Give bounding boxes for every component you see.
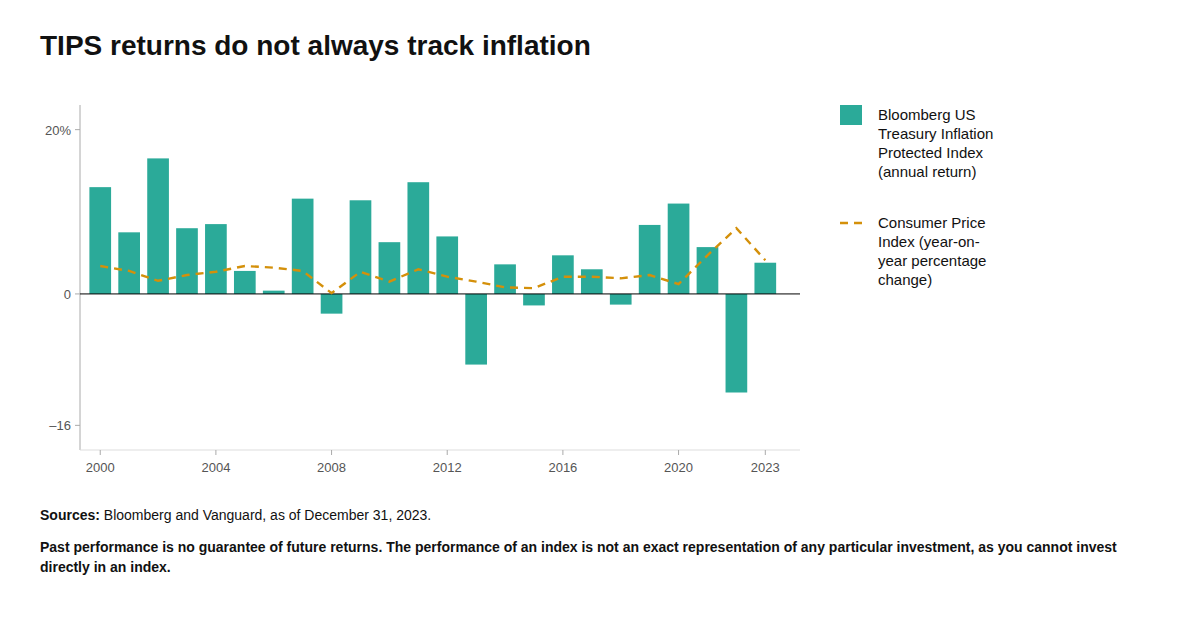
chart: TIPS returns do not always track inflati… <box>0 0 1200 627</box>
legend-swatch <box>840 105 862 125</box>
x-tick-label: 2023 <box>751 460 780 475</box>
bar <box>350 200 372 294</box>
bar <box>523 294 545 306</box>
bar <box>726 294 748 393</box>
plot-marks <box>89 158 776 392</box>
sources-label: Sources: <box>40 507 100 523</box>
bar <box>407 182 429 294</box>
bar <box>465 294 487 365</box>
bar <box>205 224 227 294</box>
bar <box>610 294 632 305</box>
plot-lines <box>100 228 765 293</box>
x-tick <box>562 450 563 455</box>
legend-label: Consumer PriceIndex (year-on-year percen… <box>878 214 986 288</box>
bar <box>494 264 516 294</box>
sources-text: Bloomberg and Vanguard, as of December 3… <box>100 507 431 523</box>
y-tick <box>75 293 80 294</box>
bar <box>668 204 690 294</box>
bar <box>292 199 314 294</box>
bar <box>436 236 458 294</box>
x-axis-line <box>80 450 800 451</box>
line <box>100 228 765 293</box>
bar <box>118 232 140 294</box>
x-tick <box>678 450 679 455</box>
x-tick <box>447 450 448 455</box>
x-tick <box>765 450 766 455</box>
legend: Bloomberg USTreasury InflationProtected … <box>840 105 993 288</box>
x-tick-label: 2008 <box>317 460 346 475</box>
zero-line <box>80 293 800 294</box>
x-tick <box>100 450 101 455</box>
background <box>0 0 1200 627</box>
legend-swatch <box>840 222 866 224</box>
legend-label: Bloomberg USTreasury InflationProtected … <box>878 106 993 180</box>
y-tick <box>75 425 80 426</box>
x-tick-label: 2004 <box>201 460 230 475</box>
x-tick-label: 2000 <box>86 460 115 475</box>
disclaimer: Past performance is no guarantee of futu… <box>40 539 1117 575</box>
y-tick-label: –16 <box>49 418 71 433</box>
x-tick <box>215 450 216 455</box>
title: TIPS returns do not always track inflati… <box>40 30 591 61</box>
bar <box>147 158 169 294</box>
x-tick-label: 2012 <box>433 460 462 475</box>
bar <box>581 269 603 294</box>
y-tick-label: 0 <box>64 287 71 302</box>
y-axis-line <box>80 105 81 450</box>
bar <box>379 242 401 294</box>
x-tick-label: 2016 <box>548 460 577 475</box>
bar <box>321 294 343 314</box>
x-tick <box>331 450 332 455</box>
bar <box>176 228 198 294</box>
y-tick-label: 20% <box>45 123 71 138</box>
sources: Sources: Bloomberg and Vanguard, as of D… <box>40 507 431 523</box>
bar <box>552 255 574 294</box>
bar <box>639 225 661 294</box>
bar <box>754 263 776 294</box>
bar <box>234 271 256 294</box>
y-tick <box>75 129 80 130</box>
x-tick-label: 2020 <box>664 460 693 475</box>
bar <box>89 187 111 294</box>
